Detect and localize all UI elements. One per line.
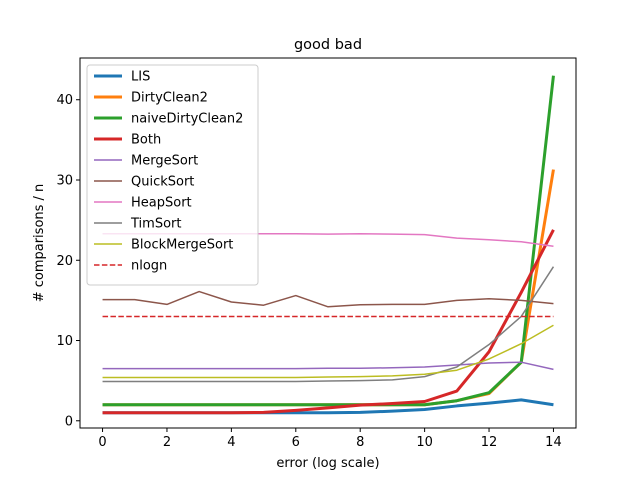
series-line-naivedirtyclean2 [102,75,555,407]
x-tick-label: 10 [416,435,433,450]
y-tick-label: 10 [56,334,73,349]
series-line-lis [102,398,554,415]
plot-area-frame [79,57,577,429]
series-line-mergesort [102,361,554,371]
legend-label: Both [131,133,161,148]
y-tick-label: 30 [56,173,73,188]
series-layer [102,75,555,415]
y-axis-ticks: 0 10 20 30 40 [56,93,80,429]
y-tick-label: 20 [56,254,73,269]
legend-box [86,64,259,286]
legend: LIS DirtyClean2 naiveDirtyClean2 Both MergeS… [86,64,259,286]
x-tick-label: 12 [481,435,498,450]
x-tick-label: 4 [227,435,235,450]
series-line-quicksort [102,290,554,308]
x-tick-label: 8 [356,435,364,450]
legend-label: naiveDirtyClean2 [131,112,243,127]
legend-label: MergeSort [131,154,198,169]
x-tick-label: 6 [292,435,300,450]
legend-label: BlockMergeSort [131,238,233,253]
y-tick-label: 0 [65,414,73,429]
legend-label: nlogn [131,259,167,274]
legend-label: HeapSort [131,196,192,211]
series-line-timsort [102,266,555,383]
y-tick-label: 40 [56,93,73,108]
x-tick-label: 14 [545,435,562,450]
legend-label: DirtyClean2 [131,91,208,106]
y-axis-label: # comparisons / n [32,184,47,303]
x-tick-label: 2 [163,435,171,450]
x-tick-label: 0 [98,435,106,450]
legend-label: TimSort [130,217,181,232]
series-line-blockmergesort [102,324,554,379]
x-axis-label: error (log scale) [276,456,379,471]
legend-label: LIS [131,70,150,85]
legend-label: QuickSort [131,175,194,190]
series-line-both [102,229,555,415]
x-axis-ticks: 0 2 4 6 8 10 12 14 [98,428,562,450]
chart-title: good bad [294,37,362,53]
